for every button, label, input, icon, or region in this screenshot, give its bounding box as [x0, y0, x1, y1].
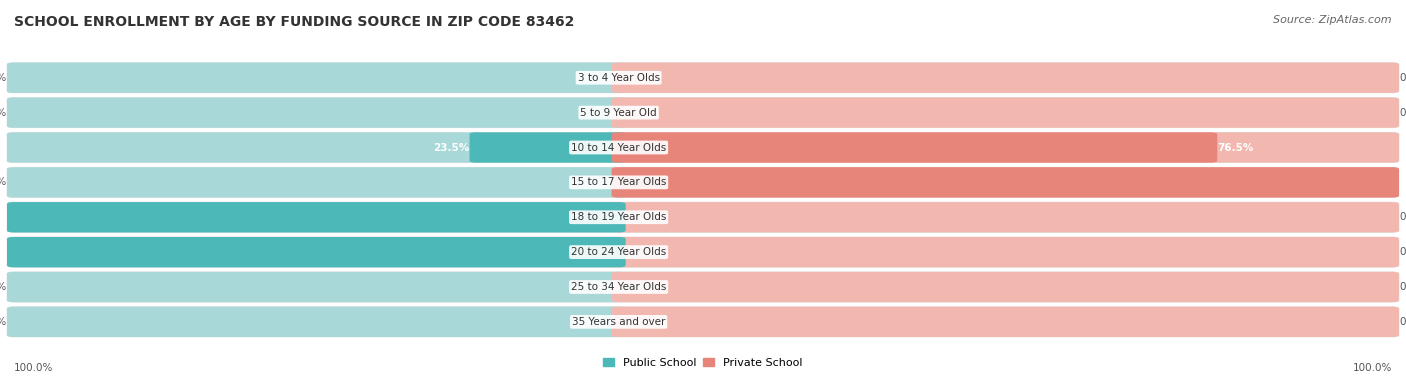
FancyBboxPatch shape: [7, 272, 626, 302]
FancyBboxPatch shape: [7, 132, 1399, 162]
Text: 0.0%: 0.0%: [0, 73, 7, 83]
Text: Source: ZipAtlas.com: Source: ZipAtlas.com: [1274, 15, 1392, 25]
Text: 20 to 24 Year Olds: 20 to 24 Year Olds: [571, 247, 666, 257]
FancyBboxPatch shape: [612, 167, 1399, 198]
Text: 3 to 4 Year Olds: 3 to 4 Year Olds: [578, 73, 659, 83]
FancyBboxPatch shape: [7, 237, 626, 267]
FancyBboxPatch shape: [7, 237, 1399, 267]
Text: 25 to 34 Year Olds: 25 to 34 Year Olds: [571, 282, 666, 292]
FancyBboxPatch shape: [612, 132, 1218, 162]
Text: 100.0%: 100.0%: [14, 363, 53, 373]
FancyBboxPatch shape: [7, 307, 626, 337]
FancyBboxPatch shape: [7, 63, 626, 93]
Text: 0.0%: 0.0%: [0, 282, 7, 292]
FancyBboxPatch shape: [470, 132, 626, 162]
FancyBboxPatch shape: [7, 167, 1399, 198]
FancyBboxPatch shape: [7, 63, 1399, 93]
Text: 5 to 9 Year Old: 5 to 9 Year Old: [581, 107, 657, 118]
Text: 0.0%: 0.0%: [1399, 73, 1406, 83]
Text: 23.5%: 23.5%: [433, 143, 470, 153]
FancyBboxPatch shape: [612, 132, 1399, 162]
FancyBboxPatch shape: [612, 272, 1399, 302]
Text: 0.0%: 0.0%: [1399, 282, 1406, 292]
Text: 0.0%: 0.0%: [0, 317, 7, 327]
FancyBboxPatch shape: [7, 167, 626, 198]
FancyBboxPatch shape: [7, 272, 1399, 302]
Text: 18 to 19 Year Olds: 18 to 19 Year Olds: [571, 212, 666, 222]
FancyBboxPatch shape: [7, 98, 1399, 128]
Text: 0.0%: 0.0%: [1399, 107, 1406, 118]
Legend: Public School, Private School: Public School, Private School: [603, 357, 803, 368]
Text: 0.0%: 0.0%: [1399, 247, 1406, 257]
Text: SCHOOL ENROLLMENT BY AGE BY FUNDING SOURCE IN ZIP CODE 83462: SCHOOL ENROLLMENT BY AGE BY FUNDING SOUR…: [14, 15, 575, 29]
FancyBboxPatch shape: [612, 63, 1399, 93]
FancyBboxPatch shape: [7, 237, 626, 267]
Text: 10 to 14 Year Olds: 10 to 14 Year Olds: [571, 143, 666, 153]
Text: 0.0%: 0.0%: [0, 107, 7, 118]
FancyBboxPatch shape: [612, 202, 1399, 232]
Text: 100.0%: 100.0%: [1399, 177, 1406, 187]
Text: 15 to 17 Year Olds: 15 to 17 Year Olds: [571, 177, 666, 187]
FancyBboxPatch shape: [612, 98, 1399, 128]
Text: 100.0%: 100.0%: [0, 212, 7, 222]
FancyBboxPatch shape: [7, 132, 626, 162]
Text: 35 Years and over: 35 Years and over: [572, 317, 665, 327]
Text: 0.0%: 0.0%: [1399, 212, 1406, 222]
Text: 100.0%: 100.0%: [0, 247, 7, 257]
FancyBboxPatch shape: [612, 237, 1399, 267]
Text: 0.0%: 0.0%: [1399, 317, 1406, 327]
FancyBboxPatch shape: [612, 167, 1399, 198]
FancyBboxPatch shape: [7, 202, 1399, 232]
FancyBboxPatch shape: [7, 202, 626, 232]
Text: 76.5%: 76.5%: [1218, 143, 1254, 153]
Text: 100.0%: 100.0%: [1353, 363, 1392, 373]
FancyBboxPatch shape: [7, 202, 626, 232]
FancyBboxPatch shape: [7, 307, 1399, 337]
FancyBboxPatch shape: [612, 307, 1399, 337]
FancyBboxPatch shape: [7, 98, 626, 128]
Text: 0.0%: 0.0%: [0, 177, 7, 187]
